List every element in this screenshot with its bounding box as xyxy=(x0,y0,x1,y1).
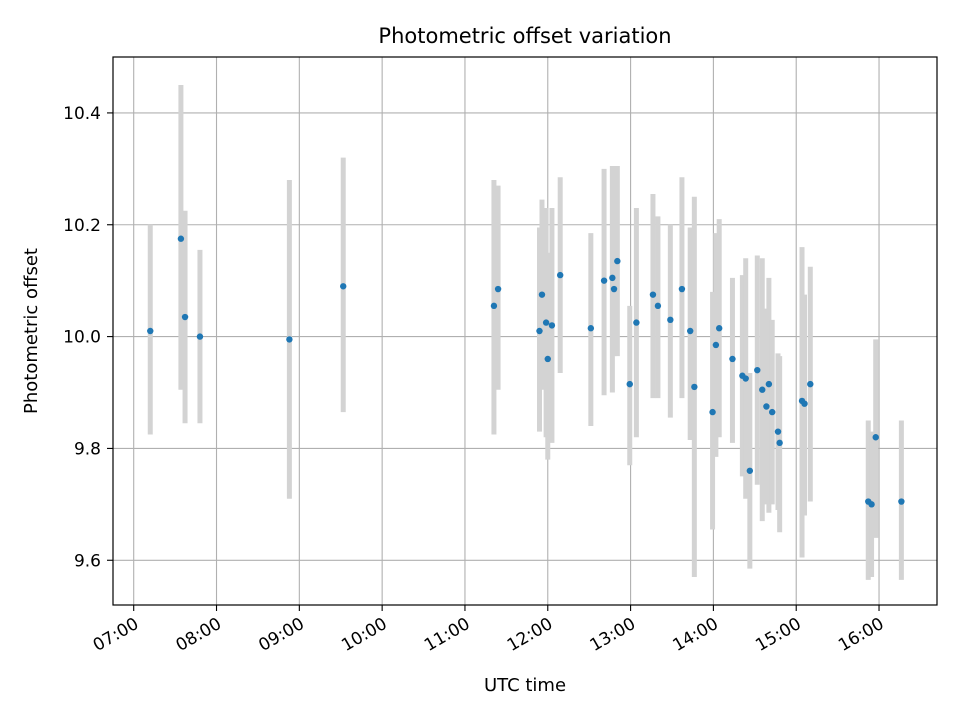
data-point xyxy=(801,400,808,407)
data-point xyxy=(536,327,543,335)
data-point xyxy=(490,302,498,310)
data-point xyxy=(548,322,556,329)
data-point xyxy=(544,355,551,363)
data-point xyxy=(542,319,550,326)
data-point xyxy=(286,336,293,343)
data-point xyxy=(196,333,204,340)
data-point xyxy=(609,274,616,282)
y-tick-label: 10.2 xyxy=(63,216,101,236)
data-point xyxy=(600,277,608,284)
data-point xyxy=(746,467,754,474)
data-point xyxy=(754,366,761,374)
data-point xyxy=(687,327,694,335)
data-point xyxy=(715,325,723,332)
data-point xyxy=(769,408,776,416)
data-point xyxy=(538,291,546,298)
data-point xyxy=(742,375,749,382)
data-point xyxy=(649,291,657,298)
data-point xyxy=(691,383,698,391)
plot-frame xyxy=(112,56,938,606)
y-axis-label: Photometric offset xyxy=(21,248,42,414)
data-point xyxy=(774,428,782,435)
data-point xyxy=(626,380,633,388)
data-point xyxy=(654,302,662,310)
data-point xyxy=(729,355,736,363)
data-point xyxy=(765,380,773,388)
data-point xyxy=(667,316,674,324)
data-point xyxy=(807,380,814,388)
data-point xyxy=(868,501,875,508)
data-point xyxy=(678,285,686,293)
data-point xyxy=(340,283,347,290)
data-point xyxy=(712,341,720,349)
data-point xyxy=(494,285,502,293)
data-point xyxy=(633,319,640,326)
y-tick-label: 9.6 xyxy=(74,551,101,571)
chart-title: Photometric offset variation xyxy=(378,24,671,48)
data-point xyxy=(587,325,595,332)
data-point xyxy=(776,439,783,447)
data-point xyxy=(614,257,621,265)
data-points xyxy=(147,235,905,508)
y-tick-label: 10.4 xyxy=(63,104,101,124)
data-point xyxy=(556,271,564,279)
data-point xyxy=(759,386,766,393)
y-tick-label: 10.0 xyxy=(63,328,101,348)
data-point xyxy=(872,434,879,441)
data-point xyxy=(763,403,770,410)
data-point xyxy=(181,313,189,321)
data-point xyxy=(610,285,618,293)
data-point xyxy=(898,498,905,505)
data-point xyxy=(709,408,716,416)
y-tick-label: 9.8 xyxy=(74,439,101,459)
x-axis-label: UTC time xyxy=(484,675,566,696)
data-point xyxy=(147,327,154,335)
y-axis-ticks: 9.6 9.8 10.0 10.2 10.4 xyxy=(63,104,113,571)
data-point xyxy=(177,235,185,242)
